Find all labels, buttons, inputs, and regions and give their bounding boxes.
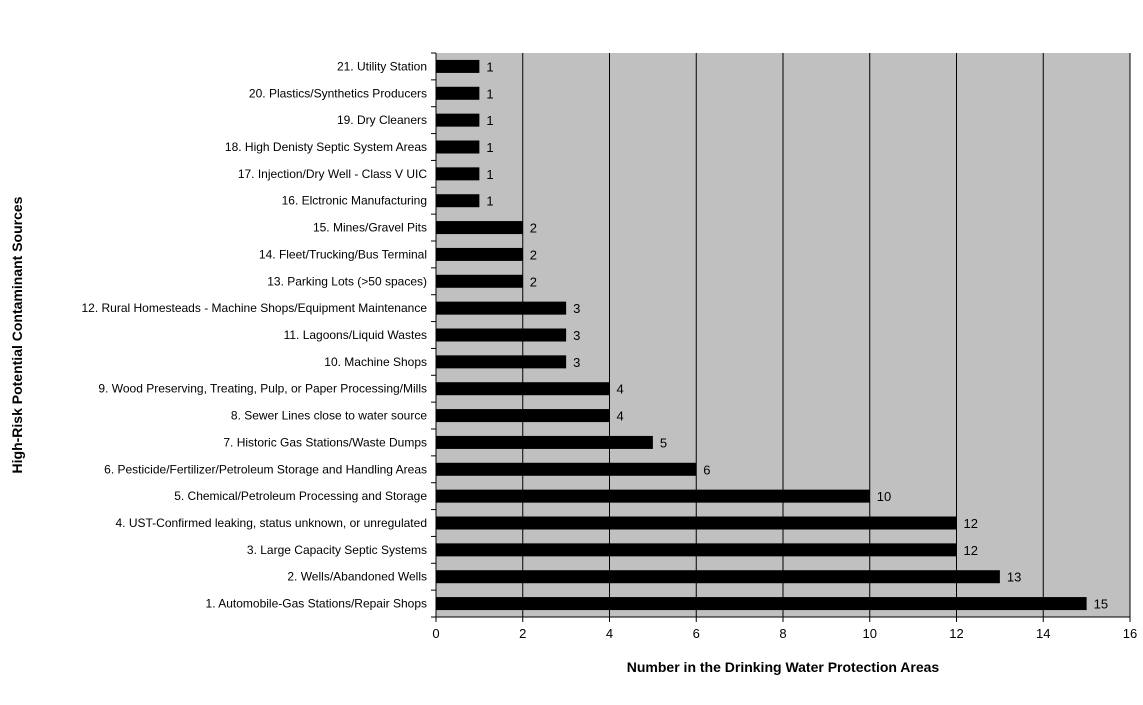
bar [436, 462, 697, 476]
data-label: 2 [530, 221, 537, 236]
data-label: 10 [877, 489, 891, 504]
x-tick-label: 0 [432, 626, 439, 641]
category-label: 14. Fleet/Trucking/Bus Terminal [259, 247, 427, 261]
bar [436, 516, 957, 530]
bar [436, 59, 480, 73]
category-label: 13. Parking Lots (>50 spaces) [267, 274, 427, 288]
data-label: 2 [530, 247, 537, 262]
data-label: 3 [573, 328, 580, 343]
x-tick-label: 4 [606, 626, 613, 641]
data-label: 1 [486, 86, 493, 101]
data-label: 15 [1094, 597, 1108, 612]
category-label: 3. Large Capacity Septic Systems [247, 543, 427, 557]
bar [436, 140, 480, 154]
x-tick-label: 8 [779, 626, 786, 641]
x-tick-label: 10 [863, 626, 877, 641]
y-axis-title: High-Risk Potential Contaminant Sources [9, 196, 25, 473]
x-axis-title: Number in the Drinking Water Protection … [627, 659, 940, 675]
category-label: 11. Lagoons/Liquid Wastes [284, 328, 427, 342]
bar [436, 435, 653, 449]
bar [436, 409, 610, 423]
bar [436, 86, 480, 100]
category-label: 17. Injection/Dry Well - Class V UIC [238, 167, 427, 181]
bar [436, 382, 610, 396]
category-label: 6. Pesticide/Fertilizer/Petroleum Storag… [104, 462, 427, 476]
data-label: 13 [1007, 570, 1021, 585]
category-label: 7. Historic Gas Stations/Waste Dumps [223, 435, 427, 449]
bar [436, 543, 957, 557]
category-label: 16. Elctronic Manufacturing [282, 194, 427, 208]
data-label: 3 [573, 301, 580, 316]
x-tick-label: 14 [1036, 626, 1050, 641]
bar [436, 328, 567, 342]
category-label: 15. Mines/Gravel Pits [313, 221, 427, 235]
category-label: 5. Chemical/Petroleum Processing and Sto… [174, 489, 427, 503]
bar [436, 355, 567, 369]
bar [436, 221, 523, 235]
bar [436, 113, 480, 127]
data-label: 1 [486, 140, 493, 155]
category-label: 12. Rural Homesteads - Machine Shops/Equ… [81, 301, 427, 315]
bar [436, 167, 480, 181]
x-tick-label: 16 [1123, 626, 1137, 641]
data-label: 4 [617, 382, 624, 397]
data-label: 12 [964, 543, 978, 558]
data-label: 1 [486, 113, 493, 128]
category-label: 2. Wells/Abandoned Wells [287, 570, 427, 584]
bar [436, 597, 1087, 611]
category-label: 18. High Denisty Septic System Areas [225, 140, 427, 154]
bar [436, 570, 1000, 584]
category-label: 20. Plastics/Synthetics Producers [249, 86, 427, 100]
data-label: 12 [964, 516, 978, 531]
category-label: 21. Utility Station [337, 59, 427, 73]
x-tick-label: 6 [693, 626, 700, 641]
bar [436, 489, 870, 503]
category-label: 1. Automobile-Gas Stations/Repair Shops [206, 597, 427, 611]
data-label: 3 [573, 355, 580, 370]
bar [436, 301, 567, 315]
category-label: 10. Machine Shops [324, 355, 427, 369]
x-tick-label: 2 [519, 626, 526, 641]
x-tick-label: 12 [949, 626, 963, 641]
data-label: 5 [660, 435, 667, 450]
bar [436, 247, 523, 261]
data-label: 2 [530, 274, 537, 289]
bar [436, 194, 480, 208]
category-label: 9. Wood Preserving, Treating, Pulp, or P… [98, 382, 427, 396]
category-label: 8. Sewer Lines close to water source [231, 409, 427, 423]
bar [436, 274, 523, 288]
data-label: 4 [617, 409, 624, 424]
data-label: 6 [703, 462, 710, 477]
category-label: 19. Dry Cleaners [337, 113, 427, 127]
data-label: 1 [486, 167, 493, 182]
data-label: 1 [486, 194, 493, 209]
data-label: 1 [486, 59, 493, 74]
category-label: 4. UST-Confirmed leaking, status unknown… [115, 516, 427, 530]
